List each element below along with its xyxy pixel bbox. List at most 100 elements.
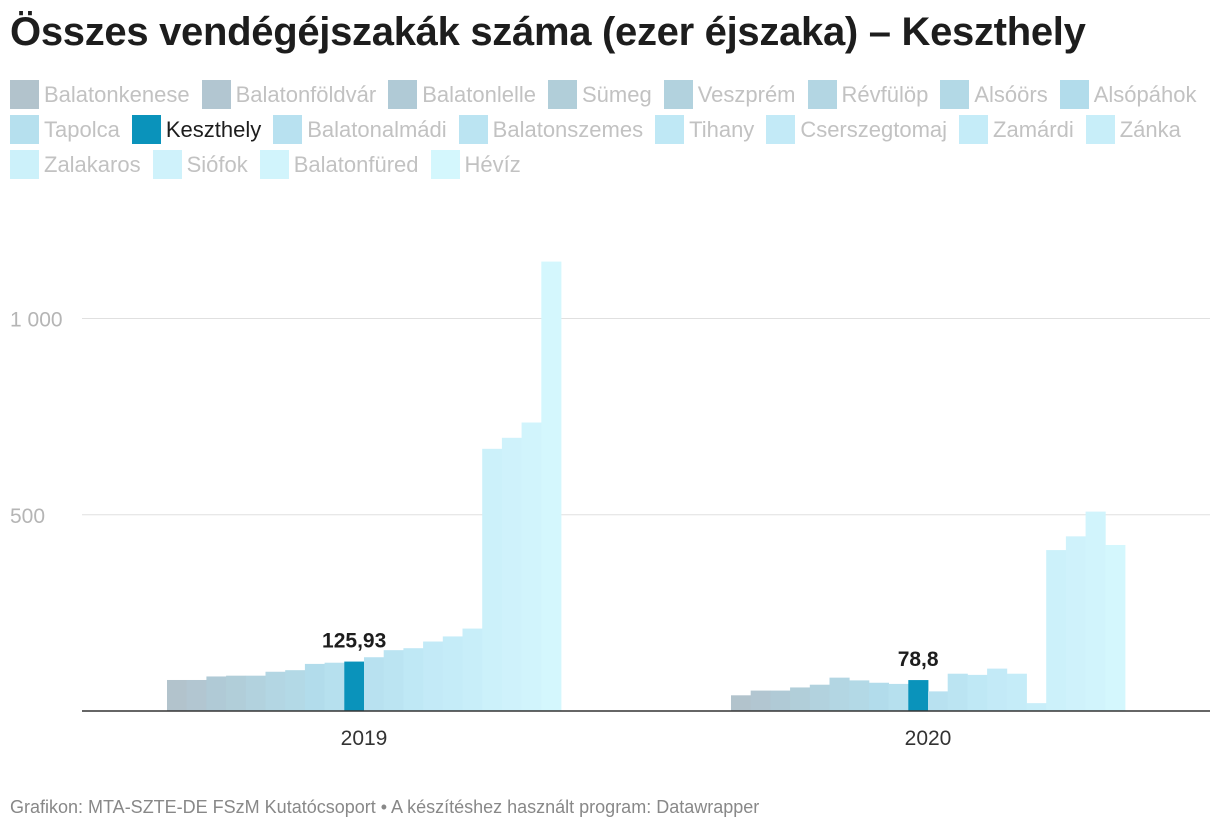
legend-swatch (547, 80, 577, 109)
legend-swatch (458, 115, 488, 144)
legend-item[interactable]: Balatonföldvár (201, 80, 377, 109)
chart-footer: Grafikon: MTA-SZTE-DE FSzM Kutatócsoport… (10, 797, 760, 817)
bar-sümeg-2020 (790, 687, 811, 711)
bar-siófok-2020 (1065, 536, 1086, 711)
legend-swatch (131, 115, 161, 144)
legend-swatch (201, 80, 231, 109)
legend-label: Keszthely (165, 116, 262, 142)
bar-zamárdi-2019 (442, 636, 463, 711)
bar-zánka-2019 (462, 628, 483, 711)
legend-label: Balatonfüred (293, 151, 419, 177)
x-tick-label: 2019 (341, 727, 388, 750)
legend-item[interactable]: Révfülöp (807, 80, 929, 109)
chart-legend: Balatonkenese Balatonföldvár Balatonlelle S… (10, 80, 1210, 179)
legend-swatch (10, 115, 39, 144)
legend-label: Siófok (186, 151, 248, 177)
bar-balatonfüred-2019 (521, 422, 542, 711)
bar-balatonföldvár-2019 (186, 679, 207, 711)
legend-label: Cserszegtomaj (800, 116, 948, 142)
legend-label: Balatonszemes (492, 116, 644, 142)
legend-item[interactable]: Balatonkenese (10, 80, 190, 109)
bar-cserszegtomaj-2019 (423, 641, 444, 711)
bar-zánka-2020 (1026, 703, 1047, 711)
legend-label: Hévíz (464, 151, 521, 177)
legend-item[interactable]: Veszprém (663, 80, 796, 109)
value-label: 125,93 (322, 630, 386, 653)
y-tick-label: 500 (10, 505, 45, 528)
bar-révfülöp-2019 (265, 671, 286, 711)
bar-zamárdi-2020 (1006, 673, 1027, 711)
bar-sümeg-2019 (226, 675, 247, 711)
legend-item[interactable]: Balatonalmádi (273, 115, 447, 144)
y-tick-label: 1 000 (10, 309, 63, 332)
legend-label: Zalakaros (44, 151, 141, 177)
legend-item[interactable]: Alsóörs (940, 80, 1048, 109)
legend-item[interactable]: Balatonlelle (388, 80, 536, 109)
legend-item[interactable]: Sümeg (547, 80, 652, 109)
legend-item[interactable]: Tapolca (10, 115, 120, 144)
bar-balatonalmádi-2020 (928, 691, 949, 712)
legend-label: Alsópáhok (1093, 81, 1197, 107)
legend-item[interactable]: Tihany (655, 115, 754, 144)
legend-label: Zamárdi (993, 116, 1074, 142)
bar-hévíz-2020 (1105, 544, 1126, 711)
bar-balatonkenese-2020 (731, 695, 752, 711)
bar-siófok-2019 (501, 437, 522, 711)
bar-tapolca-2020 (888, 683, 909, 711)
bar-veszprém-2020 (809, 684, 830, 711)
legend-item[interactable]: Siófok (152, 150, 248, 179)
bar-tapolca-2019 (324, 662, 345, 711)
legend-swatch (766, 115, 796, 144)
legend-swatch (10, 150, 39, 179)
bar-balatonszemes-2019 (383, 650, 404, 711)
bar-balatonalmádi-2019 (364, 657, 385, 711)
bar-cserszegtomaj-2020 (987, 668, 1008, 711)
bar-keszthely-2020 (908, 680, 929, 711)
bar-balatonlelle-2020 (770, 690, 791, 711)
bar-balatonlelle-2019 (206, 676, 227, 711)
chart-title: Összes vendégéjszakák száma (ezer éjszak… (10, 10, 1086, 54)
legend-swatch (388, 80, 418, 109)
value-label: 78,8 (898, 648, 939, 671)
bar-balatonföldvár-2020 (750, 690, 771, 711)
bar-alsópáhok-2019 (304, 663, 325, 711)
bar-hévíz-2019 (541, 261, 562, 711)
legend-swatch (430, 150, 460, 179)
legend-item[interactable]: Alsópáhok (1059, 80, 1197, 109)
bar-tihany-2019 (403, 648, 424, 711)
bar-alsópáhok-2020 (868, 682, 889, 711)
bar-révfülöp-2020 (829, 677, 850, 711)
bar-keszthely-2019 (344, 661, 365, 711)
legend-label: Tapolca (44, 116, 120, 142)
bar-zalakaros-2019 (482, 448, 503, 711)
x-tick-label: 2020 (905, 727, 952, 750)
legend-label: Révfülöp (841, 81, 929, 107)
legend-swatch (1085, 115, 1115, 144)
bar-alsóörs-2020 (849, 680, 870, 711)
legend-item[interactable]: Keszthely (131, 115, 262, 144)
legend-swatch (940, 80, 970, 109)
legend-label: Veszprém (697, 81, 796, 107)
legend-item[interactable]: Zánka (1085, 115, 1181, 144)
legend-swatch (152, 150, 182, 179)
legend-label: Tihany (689, 116, 755, 142)
legend-item[interactable]: Cserszegtomaj (766, 115, 947, 144)
legend-item[interactable]: Zamárdi (959, 115, 1074, 144)
bar-balatonfüred-2020 (1085, 511, 1106, 711)
legend-label: Zánka (1119, 116, 1181, 142)
legend-swatch (663, 80, 693, 109)
legend-item[interactable]: Hévíz (430, 150, 521, 179)
legend-item[interactable]: Balatonfüred (259, 150, 419, 179)
legend-label: Balatonalmádi (307, 116, 447, 142)
legend-swatch (959, 115, 989, 144)
bar-balatonszemes-2020 (947, 673, 968, 711)
legend-label: Balatonkenese (44, 81, 190, 107)
bar-chart: 500 1 000 2019 2020 125,93 78,8 (10, 261, 1210, 750)
bar-veszprém-2019 (245, 675, 266, 711)
legend-label: Balatonföldvár (235, 81, 377, 107)
legend-label: Balatonlelle (422, 81, 536, 107)
legend-item[interactable]: Balatonszemes (458, 115, 644, 144)
bar-zalakaros-2020 (1046, 550, 1067, 711)
bar-alsóörs-2019 (285, 670, 306, 711)
legend-item[interactable]: Zalakaros (10, 150, 141, 179)
